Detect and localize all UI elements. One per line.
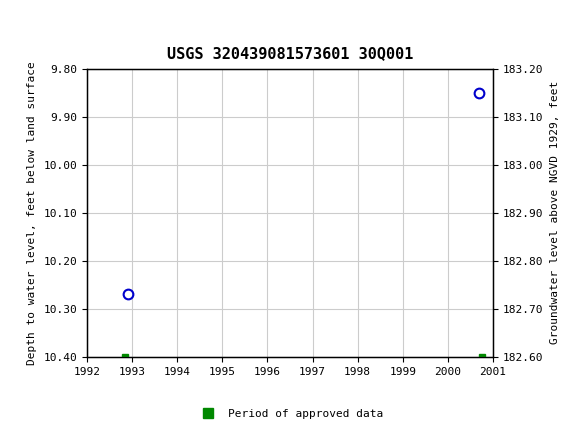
Legend: Period of approved data: Period of approved data	[193, 405, 387, 424]
Text: ▒USGS: ▒USGS	[9, 12, 63, 33]
Y-axis label: Groundwater level above NGVD 1929, feet: Groundwater level above NGVD 1929, feet	[550, 81, 560, 344]
Y-axis label: Depth to water level, feet below land surface: Depth to water level, feet below land su…	[27, 61, 37, 365]
Text: USGS 320439081573601 30Q001: USGS 320439081573601 30Q001	[167, 46, 413, 61]
